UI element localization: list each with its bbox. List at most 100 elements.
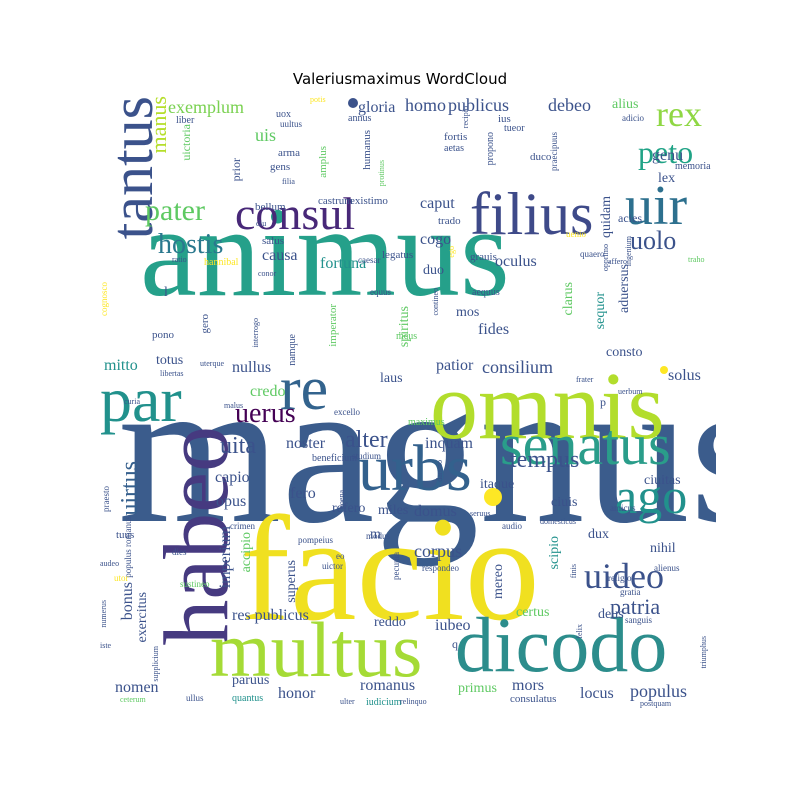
word-peto: peto <box>638 134 694 170</box>
word-manus: manus <box>146 96 171 154</box>
word-audio: audio <box>502 521 522 531</box>
word-certus: certus <box>516 605 550 620</box>
word-inquam: inquam <box>425 435 473 452</box>
word-multus: multus <box>210 606 423 693</box>
word-consto: consto <box>606 345 643 360</box>
word-sustineo: sustineo <box>180 579 210 589</box>
word-studium: studium <box>352 451 382 461</box>
word-m: m <box>370 527 381 542</box>
word-malus: malus <box>224 401 244 410</box>
word-opprimo: opprimo <box>601 244 610 272</box>
word-omnis: omnis <box>430 352 665 459</box>
word-adicio: adicio <box>622 113 644 123</box>
word-totus: totus <box>156 353 184 368</box>
word-pompeius: pompeius <box>298 535 333 545</box>
word-imperium: imperium <box>217 526 234 589</box>
word-clarus: clarus <box>561 282 576 316</box>
word-uictor: uictor <box>322 561 343 571</box>
word-causa: causa <box>262 247 298 264</box>
dot-mark-0 <box>348 98 358 108</box>
word-miles: miles <box>378 503 409 518</box>
word-mitto: mitto <box>104 357 138 374</box>
word-alienus: alienus <box>654 563 680 573</box>
word-consulatus: consulatus <box>510 693 557 705</box>
word-damno: damno <box>435 460 444 482</box>
word-bellum: bellum <box>255 201 286 213</box>
word-ciuitas: ciuitas <box>644 473 681 488</box>
word-res-publicus: res publicus <box>232 607 309 624</box>
word-populus-romanus: populus romanus <box>123 516 133 578</box>
word-genu: genu <box>652 147 684 164</box>
word-reddo: reddo <box>374 615 406 630</box>
word-hannibal: hannibal <box>204 257 239 268</box>
word-poena: poena <box>337 490 346 510</box>
word-romanus: romanus <box>360 677 416 694</box>
word-hostis: hostis <box>158 229 224 260</box>
word-dicodo: dicodo <box>455 601 668 688</box>
word-uultus: uultus <box>280 119 303 129</box>
word-tempus: tempus <box>510 447 580 473</box>
word-respondeo: respondeo <box>422 563 459 573</box>
word-cloud: magnus animus facio omnis habeo multus dicodo u… <box>100 96 716 710</box>
word-pecunia: pecunia <box>391 552 401 580</box>
word-existimo: existimo <box>350 195 388 207</box>
word-utor: utor <box>114 573 129 583</box>
word-equus: equus <box>370 287 391 297</box>
word-uis: uis <box>255 125 277 145</box>
word-domesticus: domesticus <box>540 517 576 526</box>
word-fero: fero <box>290 485 316 502</box>
word-eo: eo <box>336 551 345 561</box>
word-quidam: quidam <box>599 196 614 238</box>
word-debeo: debeo <box>548 96 591 115</box>
word-corpus: corpus <box>414 541 462 561</box>
word-dies: dies <box>172 547 187 557</box>
word-uerus: uerus <box>235 398 296 429</box>
word-consilium: consilium <box>482 357 553 377</box>
word-alius: alius <box>612 97 639 112</box>
word-uictoria: uictoria <box>179 124 193 161</box>
word-quantus: quantus <box>232 693 264 704</box>
word-ego: ego <box>447 246 456 258</box>
word-caesar: caesar <box>358 255 381 265</box>
word-ago: ago <box>615 468 688 524</box>
word-beneficium: beneficium <box>312 453 357 464</box>
word-relinquo: relinquo <box>400 697 427 706</box>
word-potis: potis <box>310 96 326 104</box>
word-aduersus: aduersus <box>617 264 632 313</box>
word-protinus: protinus <box>377 160 386 187</box>
word-crimen: crimen <box>230 521 255 531</box>
word-traho: traho <box>688 255 705 264</box>
word-exercitus: exercitus <box>135 592 150 643</box>
word-honor: honor <box>278 685 316 702</box>
word-consul: consul <box>235 188 356 239</box>
word-mos: mos <box>456 305 480 320</box>
word-gloria: gloria <box>358 99 396 116</box>
word-excello: excello <box>334 407 360 417</box>
word-ratio: ratio <box>172 255 187 264</box>
word-postquam: postquam <box>640 699 672 708</box>
dot-mark-1 <box>484 488 502 506</box>
word-paruus: paruus <box>232 673 270 688</box>
word-alter: alter <box>345 427 388 453</box>
word-scipio: scipio <box>547 536 562 570</box>
word-nullus: nullus <box>232 359 272 376</box>
word-uenio: uenio <box>566 229 586 239</box>
word-locus: locus <box>580 685 614 702</box>
word-nomen: nomen <box>115 679 159 696</box>
word-laus: laus <box>380 371 403 386</box>
word-prior: prior <box>229 158 243 182</box>
word-imperator: imperator <box>327 304 339 347</box>
word-diu: diu <box>256 219 267 228</box>
word-pono: pono <box>152 329 174 341</box>
word-uterque: uterque <box>200 359 224 368</box>
figure-title: Valeriusmaximus WordCloud <box>292 70 508 88</box>
word-liber: liber <box>176 115 195 126</box>
word-ullus: ullus <box>186 693 204 703</box>
word-iubeo: iubeo <box>435 617 471 634</box>
word-bonus: bonus <box>119 582 136 621</box>
word-populus: populus <box>630 681 688 701</box>
word-mereo: mereo <box>491 564 506 599</box>
word-tueor: tueor <box>504 123 525 134</box>
word-seruus: seruus <box>470 509 491 518</box>
word-uolo: uolo <box>630 226 677 255</box>
